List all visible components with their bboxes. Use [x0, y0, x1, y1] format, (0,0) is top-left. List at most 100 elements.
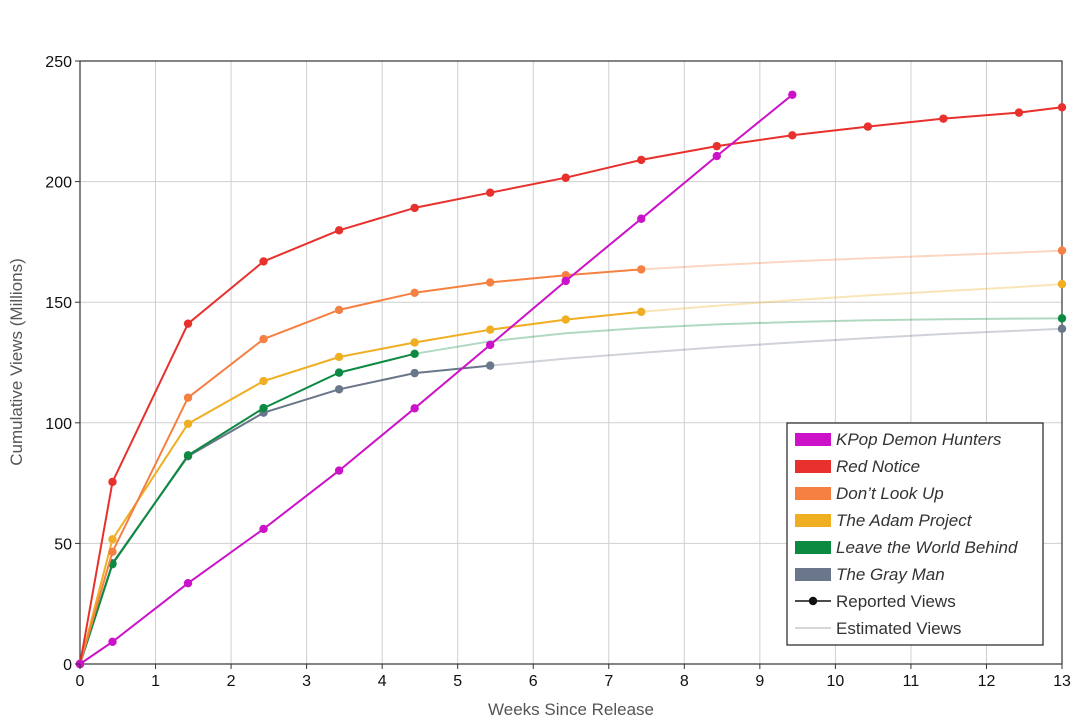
legend-label: Leave the World Behind: [836, 538, 1018, 557]
data-point-don-t-look-up: [334, 305, 344, 315]
data-point-the-adam-project: [410, 338, 419, 347]
data-point-kpop-demon-hunters: [561, 276, 570, 286]
data-point-the-gray-man: [485, 361, 495, 370]
y-axis-title: Cumulative Views (Millions): [7, 258, 26, 466]
data-point-red-notice: [259, 257, 268, 266]
data-point-red-notice: [712, 141, 721, 151]
y-tick-label: 150: [45, 295, 72, 312]
data-point-leave-the-world-behind: [259, 403, 268, 413]
legend-label: Red Notice: [836, 457, 920, 476]
estimated-line-don-t-look-up: [641, 249, 1063, 271]
data-point-the-gray-man: [410, 368, 419, 378]
x-tick-label: 11: [903, 673, 920, 690]
y-tick-label: 50: [54, 536, 72, 553]
legend-item-kpop-demon-hunters: KPop Demon Hunters: [795, 430, 1002, 449]
data-point-the-adam-project: [485, 325, 495, 334]
data-point-kpop-demon-hunters: [485, 340, 495, 350]
x-axis-title: Weeks Since Release: [488, 700, 654, 719]
data-point-the-adam-project: [637, 307, 646, 317]
x-tick-label: 9: [755, 673, 764, 690]
estimated-line-leave-the-world-behind: [414, 317, 1063, 355]
endpoint-the-gray-man: [1057, 324, 1067, 333]
legend-item-red-notice: Red Notice: [795, 457, 920, 476]
data-point-kpop-demon-hunters: [637, 214, 646, 223]
legend-swatch: [795, 487, 831, 500]
data-point-red-notice: [410, 203, 419, 213]
data-point-red-notice: [1057, 103, 1067, 112]
data-point-kpop-demon-hunters: [712, 151, 721, 161]
legend-label: The Adam Project: [836, 511, 973, 530]
data-point-don-t-look-up: [108, 547, 117, 557]
legend-item-don-t-look-up: Don’t Look Up: [795, 484, 944, 503]
x-tick-label: 3: [302, 673, 311, 690]
x-axis-ticks: 0 1 2 3 4 5 6 7 8 9 10 11 12 13: [76, 664, 1071, 690]
estimated-lines: [414, 249, 1063, 367]
series-line-kpop-demon-hunters: [79, 94, 793, 665]
data-point-kpop-demon-hunters: [334, 466, 344, 475]
x-tick-label: 4: [378, 673, 387, 690]
plot-frame: [79, 60, 1063, 665]
data-point-the-adam-project: [561, 315, 570, 324]
legend-swatch: [795, 433, 831, 446]
series-line-don-t-look-up: [79, 268, 642, 665]
estimated-line-the-gray-man: [490, 327, 1063, 367]
endpoint-leave-the-world-behind: [1057, 314, 1067, 323]
legend-swatch: [795, 514, 831, 527]
legend-swatch: [795, 541, 831, 554]
data-point-kpop-demon-hunters: [183, 578, 193, 588]
x-tick-label: 6: [529, 673, 538, 690]
data-point-red-notice: [108, 477, 117, 487]
x-tick-label: 2: [227, 673, 236, 690]
data-point-leave-the-world-behind: [334, 368, 344, 377]
data-point-the-adam-project: [108, 535, 117, 544]
y-tick-label: 0: [63, 657, 72, 674]
data-point-red-notice: [788, 131, 797, 140]
estimated-line-the-adam-project: [641, 283, 1063, 313]
data-point-don-t-look-up: [485, 278, 495, 287]
data-point-red-notice: [183, 319, 193, 328]
data-point-red-notice: [561, 173, 570, 182]
data-point-red-notice: [1014, 108, 1024, 117]
legend-item-the-gray-man: The Gray Man: [795, 565, 945, 584]
data-point-don-t-look-up: [259, 334, 268, 344]
data-point-the-adam-project: [334, 352, 344, 362]
legend-label: Estimated Views: [836, 619, 961, 638]
x-tick-label: 8: [680, 673, 689, 690]
series-line-the-adam-project: [79, 310, 642, 665]
x-tick-label: 0: [76, 673, 85, 690]
data-point-red-notice: [637, 155, 646, 165]
y-tick-label: 250: [45, 54, 72, 71]
legend-item-leave-the-world-behind: Leave the World Behind: [795, 538, 1018, 557]
legend-label: The Gray Man: [836, 565, 945, 584]
data-point-don-t-look-up: [183, 393, 193, 402]
reported-lines: [75, 90, 1067, 669]
data-point-leave-the-world-behind: [410, 349, 419, 359]
data-point-kpop-demon-hunters: [410, 404, 419, 413]
y-axis-ticks: 0 50 100 150 200 250: [45, 54, 80, 674]
series-kpop-demon-hunters: [75, 90, 797, 669]
legend: KPop Demon Hunters Red Notice Don’t Look U…: [786, 422, 1044, 646]
y-tick-label: 200: [45, 175, 72, 192]
x-tick-label: 13: [1053, 673, 1071, 690]
data-point-red-notice: [939, 114, 948, 123]
data-point-kpop-demon-hunters: [259, 524, 268, 534]
legend-dot: [808, 596, 818, 606]
legend-label: Reported Views: [836, 592, 956, 611]
legend-swatch: [795, 460, 831, 473]
legend-swatch: [795, 568, 831, 581]
data-point-kpop-demon-hunters: [108, 637, 117, 647]
x-tick-label: 10: [826, 673, 844, 690]
endpoint-the-adam-project: [1057, 279, 1067, 289]
data-point-leave-the-world-behind: [183, 451, 193, 460]
series-line-leave-the-world-behind: [79, 352, 415, 665]
y-tick-label: 100: [45, 416, 72, 433]
data-point-the-gray-man: [334, 385, 344, 394]
data-point-don-t-look-up: [637, 265, 646, 274]
data-point-red-notice: [863, 122, 873, 131]
data-point-red-notice: [334, 226, 344, 235]
data-point-the-adam-project: [183, 419, 193, 428]
data-point-kpop-demon-hunters: [788, 90, 797, 99]
data-point-don-t-look-up: [410, 288, 419, 297]
legend-label: Don’t Look Up: [836, 484, 944, 503]
